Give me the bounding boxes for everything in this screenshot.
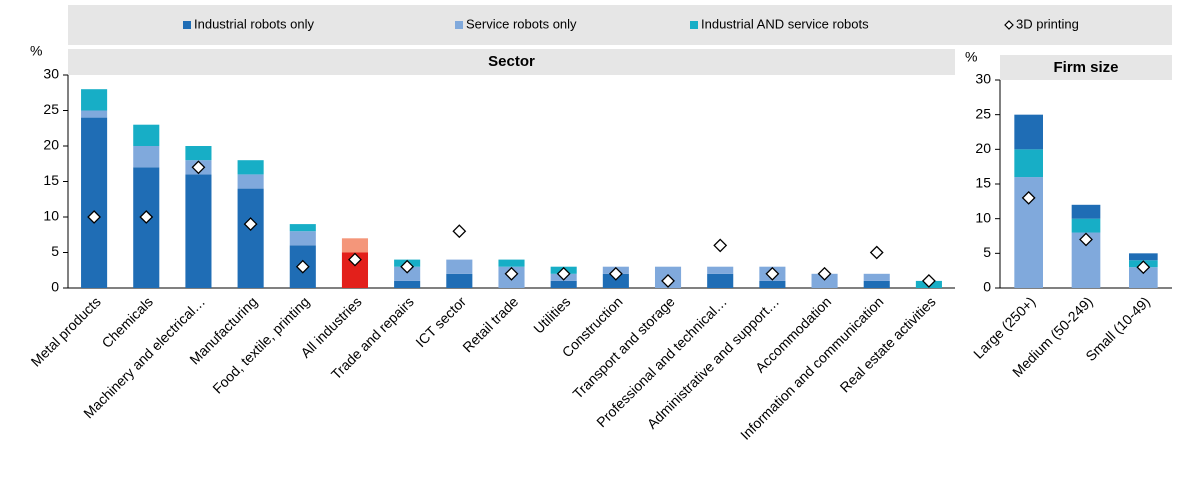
x-tick-label: Utilities (530, 293, 573, 336)
bar-segment (811, 273, 838, 288)
bar-segment (1129, 253, 1158, 261)
bar-segment (1071, 218, 1101, 233)
marker (921, 273, 936, 288)
marker (452, 224, 467, 239)
bar-segment (81, 117, 108, 288)
marker (765, 266, 780, 281)
y-tick-label: 30 (43, 66, 59, 82)
bar-segment (237, 174, 264, 189)
marker (556, 266, 571, 281)
bar-segment (550, 280, 577, 288)
bar-segment (498, 259, 525, 267)
bar-segment (394, 280, 421, 288)
legend-swatch (183, 21, 191, 29)
bar-segment (759, 280, 786, 288)
marker (348, 252, 362, 267)
y-tick-label: 10 (43, 208, 59, 224)
legend-label: Service robots only (466, 16, 577, 31)
x-tick-label: Metal products (28, 293, 104, 369)
panel-title: Sector (488, 53, 535, 70)
y-tick-label: 20 (43, 137, 59, 153)
bar-segment (602, 273, 629, 288)
x-tick-label: Retail trade (459, 293, 521, 355)
y-tick-label: 15 (975, 175, 991, 191)
legend-label: 3D printing (1016, 16, 1079, 31)
bar-segment (341, 238, 369, 253)
y-tick-label: 0 (983, 279, 991, 295)
bar-segment (237, 188, 264, 288)
bar-segment (863, 273, 890, 281)
marker (869, 245, 884, 260)
marker (713, 238, 728, 253)
y-tick-label: 5 (51, 243, 59, 259)
bar-segment (237, 160, 264, 175)
bar-segment (81, 89, 108, 111)
legend-swatch (690, 21, 698, 29)
y-tick-label: 20 (975, 140, 991, 156)
marker (608, 266, 623, 281)
bar-segment (707, 266, 734, 274)
bar-segment (185, 174, 212, 288)
y-tick-label: 25 (975, 105, 991, 121)
panel-title: Firm size (1053, 59, 1118, 76)
panel-header (1000, 55, 1172, 80)
marker (1021, 190, 1036, 205)
legend-label: Industrial robots only (194, 16, 314, 31)
marker (504, 266, 519, 281)
bar-segment (707, 273, 734, 288)
marker (817, 266, 832, 281)
y-tick-label: 25 (43, 101, 59, 117)
marker (661, 273, 675, 288)
legend-background (68, 5, 1172, 45)
marker (243, 217, 258, 232)
y-tick-label: 30 (975, 71, 991, 87)
y-tick-label: 10 (975, 209, 991, 225)
bar-segment (289, 224, 316, 232)
bar-segment (133, 167, 160, 288)
y-unit: % (30, 43, 42, 59)
marker (295, 259, 310, 274)
bar-segment (185, 146, 212, 161)
bar-segment (1014, 114, 1043, 150)
bar-segment (1071, 204, 1101, 219)
bar-segment (81, 110, 108, 118)
y-unit: % (965, 49, 977, 65)
legend-label: Industrial AND service robots (701, 16, 869, 31)
bar-segment (289, 231, 316, 246)
bar-segment (1129, 267, 1158, 288)
x-tick-label: Transport and storage (569, 293, 677, 401)
bar-segment (446, 259, 473, 274)
bar-segment (446, 273, 473, 288)
marker (1136, 260, 1151, 275)
bar-segment (1014, 149, 1043, 178)
legend-swatch (455, 21, 463, 29)
bar-segment (863, 280, 890, 288)
panel-header (68, 49, 955, 75)
marker (400, 259, 415, 274)
bar-segment (394, 266, 421, 281)
y-tick-label: 0 (51, 279, 59, 295)
bar-segment (133, 124, 160, 146)
marker (1079, 232, 1093, 247)
x-tick-label: Real estate activities (837, 293, 939, 395)
marker (87, 210, 102, 224)
legend-marker (1004, 20, 1014, 30)
marker (191, 160, 206, 175)
y-tick-label: 5 (983, 244, 991, 260)
y-tick-label: 15 (43, 172, 59, 188)
bar-segment (133, 146, 160, 168)
x-tick-label: Food, textile, printing (209, 293, 312, 396)
marker (139, 210, 154, 224)
